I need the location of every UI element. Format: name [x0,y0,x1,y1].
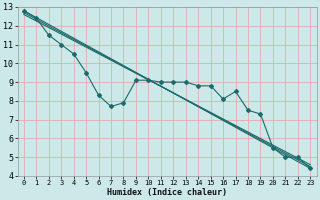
X-axis label: Humidex (Indice chaleur): Humidex (Indice chaleur) [107,188,227,197]
